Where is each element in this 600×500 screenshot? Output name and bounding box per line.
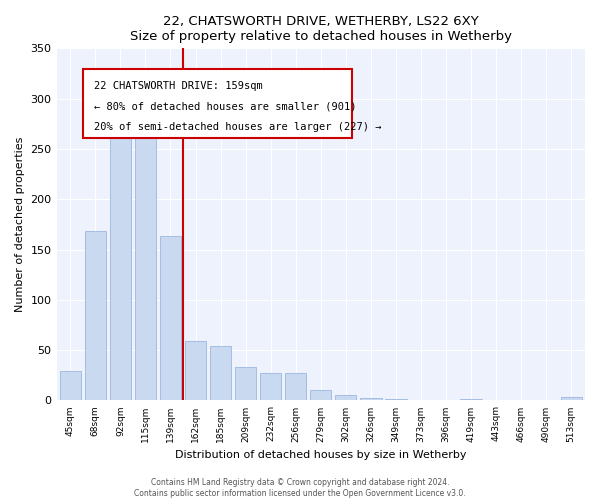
Bar <box>59 372 81 400</box>
Bar <box>285 374 307 400</box>
Text: Contains HM Land Registry data © Crown copyright and database right 2024.
Contai: Contains HM Land Registry data © Crown c… <box>134 478 466 498</box>
FancyBboxPatch shape <box>83 70 352 138</box>
Bar <box>110 123 131 400</box>
X-axis label: Distribution of detached houses by size in Wetherby: Distribution of detached houses by size … <box>175 450 467 460</box>
Bar <box>360 398 382 400</box>
Text: 20% of semi-detached houses are larger (227) →: 20% of semi-detached houses are larger (… <box>94 122 381 132</box>
Bar <box>260 374 281 400</box>
Bar <box>310 390 331 400</box>
Bar <box>560 398 582 400</box>
Bar <box>210 346 231 401</box>
Bar <box>235 367 256 400</box>
Bar <box>135 110 156 401</box>
Bar <box>85 232 106 400</box>
Y-axis label: Number of detached properties: Number of detached properties <box>15 136 25 312</box>
Bar <box>160 236 181 400</box>
Text: ← 80% of detached houses are smaller (901): ← 80% of detached houses are smaller (90… <box>94 102 356 112</box>
Title: 22, CHATSWORTH DRIVE, WETHERBY, LS22 6XY
Size of property relative to detached h: 22, CHATSWORTH DRIVE, WETHERBY, LS22 6XY… <box>130 15 512 43</box>
Bar <box>335 396 356 400</box>
Bar <box>185 341 206 400</box>
Text: 22 CHATSWORTH DRIVE: 159sqm: 22 CHATSWORTH DRIVE: 159sqm <box>94 81 262 91</box>
